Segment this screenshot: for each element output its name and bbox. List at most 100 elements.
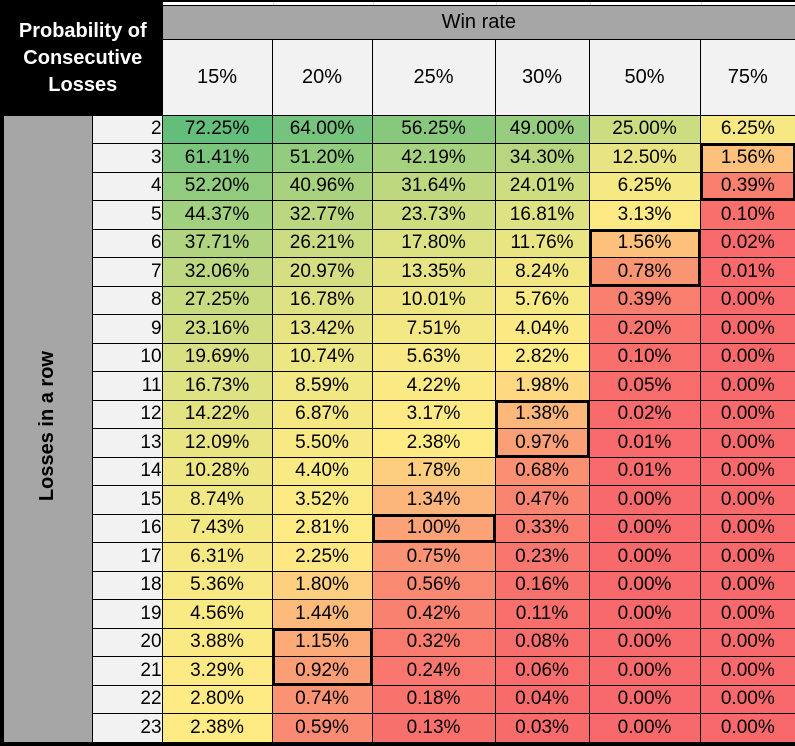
cell-15pct-row13[interactable]: 12.09% <box>161 428 273 458</box>
cell-25pct-row13[interactable]: 2.38% <box>371 428 496 458</box>
cell-30pct-row18[interactable]: 0.16% <box>494 570 590 601</box>
cell-50pct-row20[interactable]: 0.00% <box>588 627 701 658</box>
cell-25pct-row11[interactable]: 4.22% <box>371 371 496 401</box>
cell-30pct-row20[interactable]: 0.08% <box>494 627 590 658</box>
row-header-12[interactable]: 12 <box>91 399 163 430</box>
cell-50pct-row22[interactable]: 0.00% <box>588 684 701 715</box>
cell-25pct-row2[interactable]: 56.25% <box>371 114 496 145</box>
cell-20pct-row17[interactable]: 2.25% <box>271 542 373 572</box>
col-header-30pct[interactable]: 30% <box>494 38 590 116</box>
cell-50pct-row6[interactable]: 1.56% <box>588 228 701 259</box>
cell-30pct-row12[interactable]: 1.38% <box>494 399 590 430</box>
cell-75pct-row4[interactable]: 0.39% <box>699 171 795 202</box>
cell-30pct-row14[interactable]: 0.68% <box>494 456 590 487</box>
cell-25pct-row12[interactable]: 3.17% <box>371 399 496 430</box>
cell-25pct-row21[interactable]: 0.24% <box>371 656 496 686</box>
cell-30pct-row10[interactable]: 2.82% <box>494 342 590 373</box>
cell-75pct-row9[interactable]: 0.00% <box>699 314 795 344</box>
cell-20pct-row23[interactable]: 0.59% <box>271 713 373 745</box>
cell-20pct-row6[interactable]: 26.21% <box>271 228 373 259</box>
cell-15pct-row20[interactable]: 3.88% <box>161 627 273 658</box>
cell-25pct-row23[interactable]: 0.13% <box>371 713 496 745</box>
cell-15pct-row8[interactable]: 27.25% <box>161 285 273 316</box>
cell-50pct-row7[interactable]: 0.78% <box>588 257 701 287</box>
cell-25pct-row18[interactable]: 0.56% <box>371 570 496 601</box>
cell-20pct-row19[interactable]: 1.44% <box>271 599 373 629</box>
cell-50pct-row17[interactable]: 0.00% <box>588 542 701 572</box>
cell-30pct-row23[interactable]: 0.03% <box>494 713 590 745</box>
cell-15pct-row21[interactable]: 3.29% <box>161 656 273 686</box>
cell-25pct-row22[interactable]: 0.18% <box>371 684 496 715</box>
cell-20pct-row16[interactable]: 2.81% <box>271 513 373 544</box>
cell-50pct-row21[interactable]: 0.00% <box>588 656 701 686</box>
col-header-75pct[interactable]: 75% <box>699 38 795 116</box>
cell-50pct-row3[interactable]: 12.50% <box>588 143 701 173</box>
cell-30pct-row5[interactable]: 16.81% <box>494 200 590 230</box>
cell-15pct-row10[interactable]: 19.69% <box>161 342 273 373</box>
cell-20pct-row3[interactable]: 51.20% <box>271 143 373 173</box>
row-header-23[interactable]: 23 <box>91 713 163 745</box>
cell-15pct-row5[interactable]: 44.37% <box>161 200 273 230</box>
cell-30pct-row2[interactable]: 49.00% <box>494 114 590 145</box>
cell-15pct-row17[interactable]: 6.31% <box>161 542 273 572</box>
cell-50pct-row14[interactable]: 0.01% <box>588 456 701 487</box>
row-header-14[interactable]: 14 <box>91 456 163 487</box>
cell-75pct-row13[interactable]: 0.00% <box>699 428 795 458</box>
cell-25pct-row4[interactable]: 31.64% <box>371 171 496 202</box>
cell-20pct-row7[interactable]: 20.97% <box>271 257 373 287</box>
cell-20pct-row13[interactable]: 5.50% <box>271 428 373 458</box>
cell-15pct-row16[interactable]: 7.43% <box>161 513 273 544</box>
cell-30pct-row21[interactable]: 0.06% <box>494 656 590 686</box>
cell-50pct-row13[interactable]: 0.01% <box>588 428 701 458</box>
row-header-2[interactable]: 2 <box>91 114 163 145</box>
cell-15pct-row14[interactable]: 10.28% <box>161 456 273 487</box>
cell-50pct-row9[interactable]: 0.20% <box>588 314 701 344</box>
cell-15pct-row7[interactable]: 32.06% <box>161 257 273 287</box>
cell-30pct-row6[interactable]: 11.76% <box>494 228 590 259</box>
cell-50pct-row2[interactable]: 25.00% <box>588 114 701 145</box>
cell-75pct-row8[interactable]: 0.00% <box>699 285 795 316</box>
cell-20pct-row2[interactable]: 64.00% <box>271 114 373 145</box>
cell-30pct-row13[interactable]: 0.97% <box>494 428 590 458</box>
cell-75pct-row12[interactable]: 0.00% <box>699 399 795 430</box>
cell-20pct-row4[interactable]: 40.96% <box>271 171 373 202</box>
cell-25pct-row19[interactable]: 0.42% <box>371 599 496 629</box>
cell-20pct-row10[interactable]: 10.74% <box>271 342 373 373</box>
cell-25pct-row9[interactable]: 7.51% <box>371 314 496 344</box>
cell-30pct-row19[interactable]: 0.11% <box>494 599 590 629</box>
col-header-15pct[interactable]: 15% <box>161 38 273 116</box>
cell-25pct-row5[interactable]: 23.73% <box>371 200 496 230</box>
cell-20pct-row5[interactable]: 32.77% <box>271 200 373 230</box>
cell-20pct-row18[interactable]: 1.80% <box>271 570 373 601</box>
cell-50pct-row5[interactable]: 3.13% <box>588 200 701 230</box>
cell-20pct-row14[interactable]: 4.40% <box>271 456 373 487</box>
cell-15pct-row15[interactable]: 8.74% <box>161 485 273 515</box>
cell-25pct-row6[interactable]: 17.80% <box>371 228 496 259</box>
cell-75pct-row11[interactable]: 0.00% <box>699 371 795 401</box>
cell-20pct-row8[interactable]: 16.78% <box>271 285 373 316</box>
cell-50pct-row10[interactable]: 0.10% <box>588 342 701 373</box>
cell-20pct-row11[interactable]: 8.59% <box>271 371 373 401</box>
cell-15pct-row23[interactable]: 2.38% <box>161 713 273 745</box>
cell-25pct-row10[interactable]: 5.63% <box>371 342 496 373</box>
row-header-22[interactable]: 22 <box>91 684 163 715</box>
cell-30pct-row11[interactable]: 1.98% <box>494 371 590 401</box>
cell-30pct-row16[interactable]: 0.33% <box>494 513 590 544</box>
cell-50pct-row16[interactable]: 0.00% <box>588 513 701 544</box>
cell-50pct-row12[interactable]: 0.02% <box>588 399 701 430</box>
cell-15pct-row12[interactable]: 14.22% <box>161 399 273 430</box>
row-header-10[interactable]: 10 <box>91 342 163 373</box>
row-header-19[interactable]: 19 <box>91 599 163 629</box>
cell-15pct-row19[interactable]: 4.56% <box>161 599 273 629</box>
cell-25pct-row16[interactable]: 1.00% <box>371 513 496 544</box>
row-header-15[interactable]: 15 <box>91 485 163 515</box>
row-header-21[interactable]: 21 <box>91 656 163 686</box>
row-header-8[interactable]: 8 <box>91 285 163 316</box>
cell-25pct-row15[interactable]: 1.34% <box>371 485 496 515</box>
cell-15pct-row2[interactable]: 72.25% <box>161 114 273 145</box>
cell-20pct-row21[interactable]: 0.92% <box>271 656 373 686</box>
cell-30pct-row7[interactable]: 8.24% <box>494 257 590 287</box>
row-header-3[interactable]: 3 <box>91 143 163 173</box>
cell-50pct-row15[interactable]: 0.00% <box>588 485 701 515</box>
cell-75pct-row16[interactable]: 0.00% <box>699 513 795 544</box>
